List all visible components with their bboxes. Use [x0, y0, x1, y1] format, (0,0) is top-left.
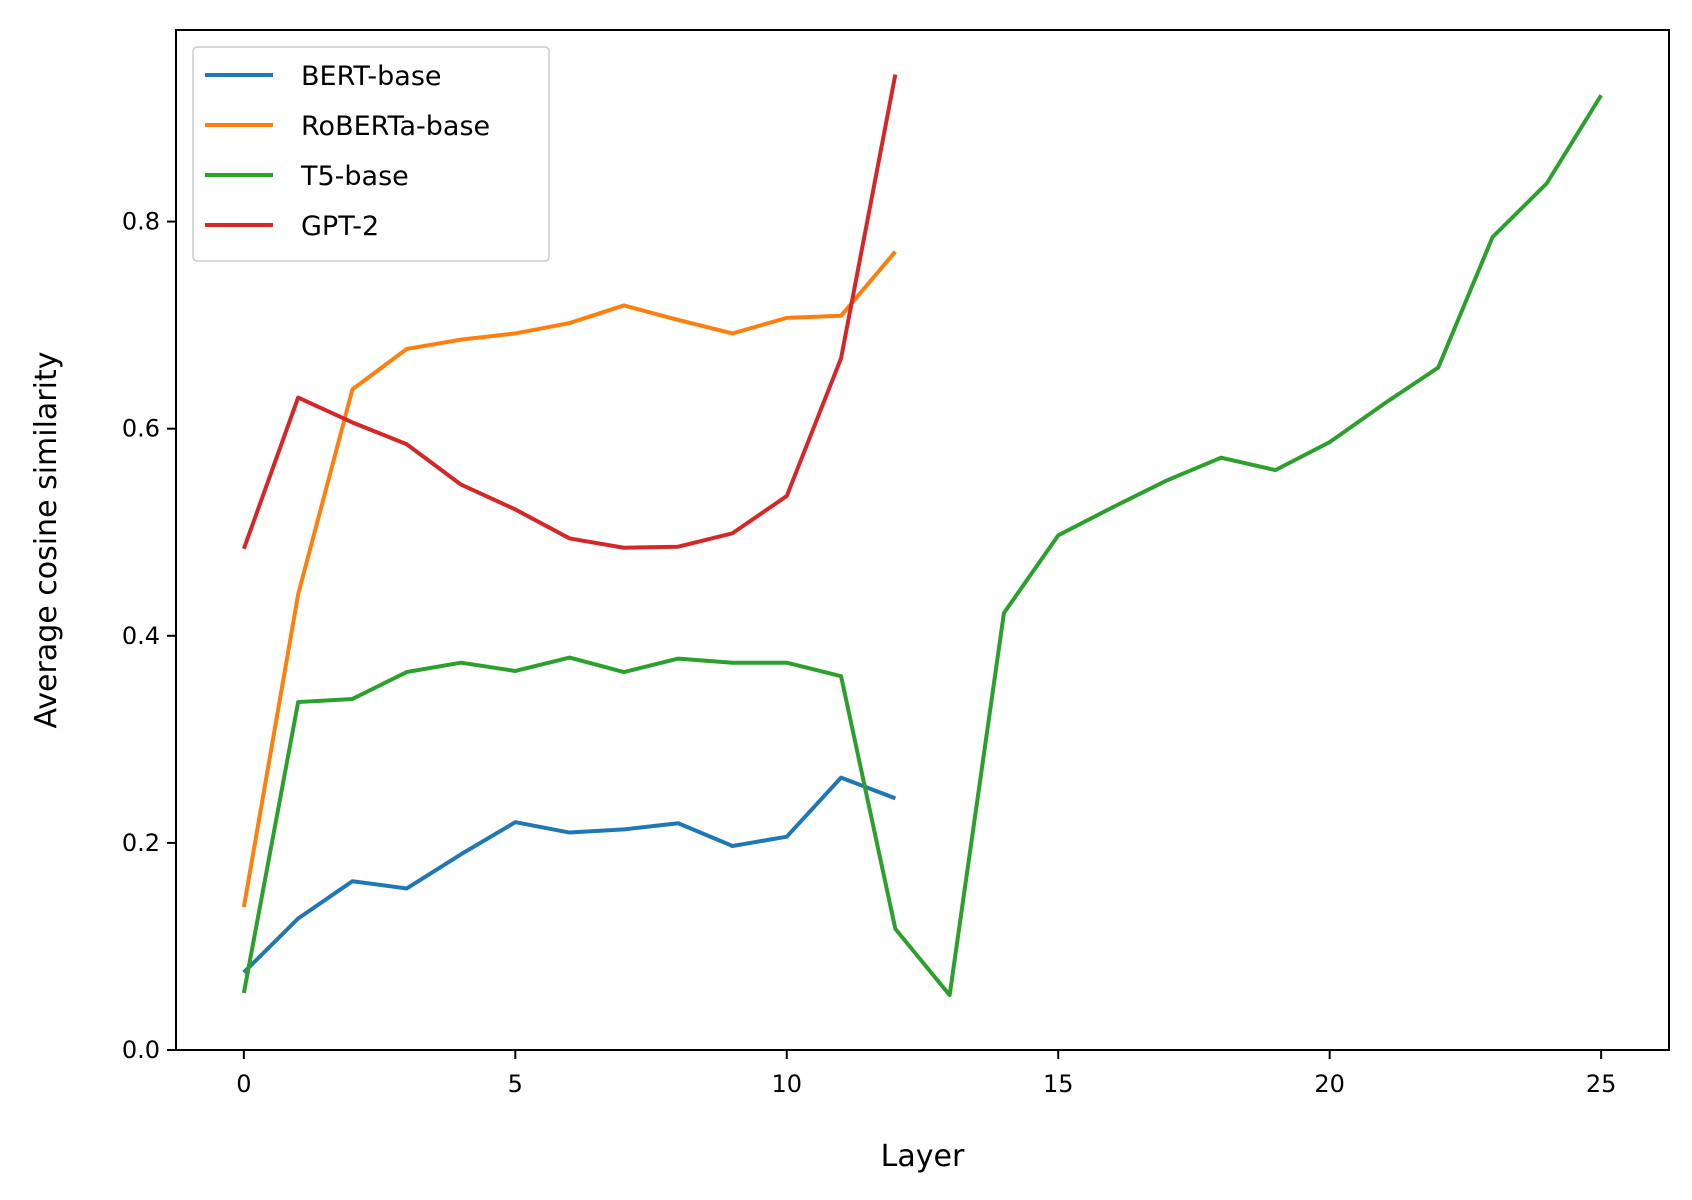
y-axis-label: Average cosine similarity: [29, 352, 64, 729]
legend: BERT-base RoBERTa-base T5-base GPT-2: [192, 46, 550, 262]
legend-label: BERT-base: [301, 61, 442, 92]
series-line-t5-base: [241, 94, 1603, 998]
y-tick-label: 0.2: [122, 829, 160, 857]
y-tick-label: 0.0: [122, 1036, 160, 1064]
x-tick-label: 25: [1586, 1070, 1617, 1098]
x-tick-label: 10: [771, 1070, 802, 1098]
y-tick-label: 0.6: [122, 415, 160, 443]
legend-label: T5-base: [300, 161, 409, 192]
legend-box: [192, 46, 550, 262]
x-axis: 0 5 10 15 20 25: [236, 1050, 1616, 1098]
x-tick-label: 0: [236, 1070, 251, 1098]
series-layer: [241, 74, 1603, 998]
series-line-bert-base: [242, 775, 897, 974]
legend-label: GPT-2: [301, 211, 379, 242]
series-line-roberta-base: [241, 250, 897, 908]
x-tick-label: 5: [508, 1070, 523, 1098]
series-line-gpt-2: [241, 74, 898, 550]
legend-label: RoBERTa-base: [301, 111, 490, 142]
plot-frame: [175, 29, 1670, 1051]
x-tick-label: 20: [1314, 1070, 1345, 1098]
y-axis: 0.0 0.2 0.4 0.6 0.8: [122, 208, 176, 1064]
y-tick-label: 0.8: [122, 208, 160, 236]
y-tick-label: 0.4: [122, 622, 160, 650]
x-tick-label: 15: [1043, 1070, 1074, 1098]
x-axis-label: Layer: [881, 1139, 965, 1174]
